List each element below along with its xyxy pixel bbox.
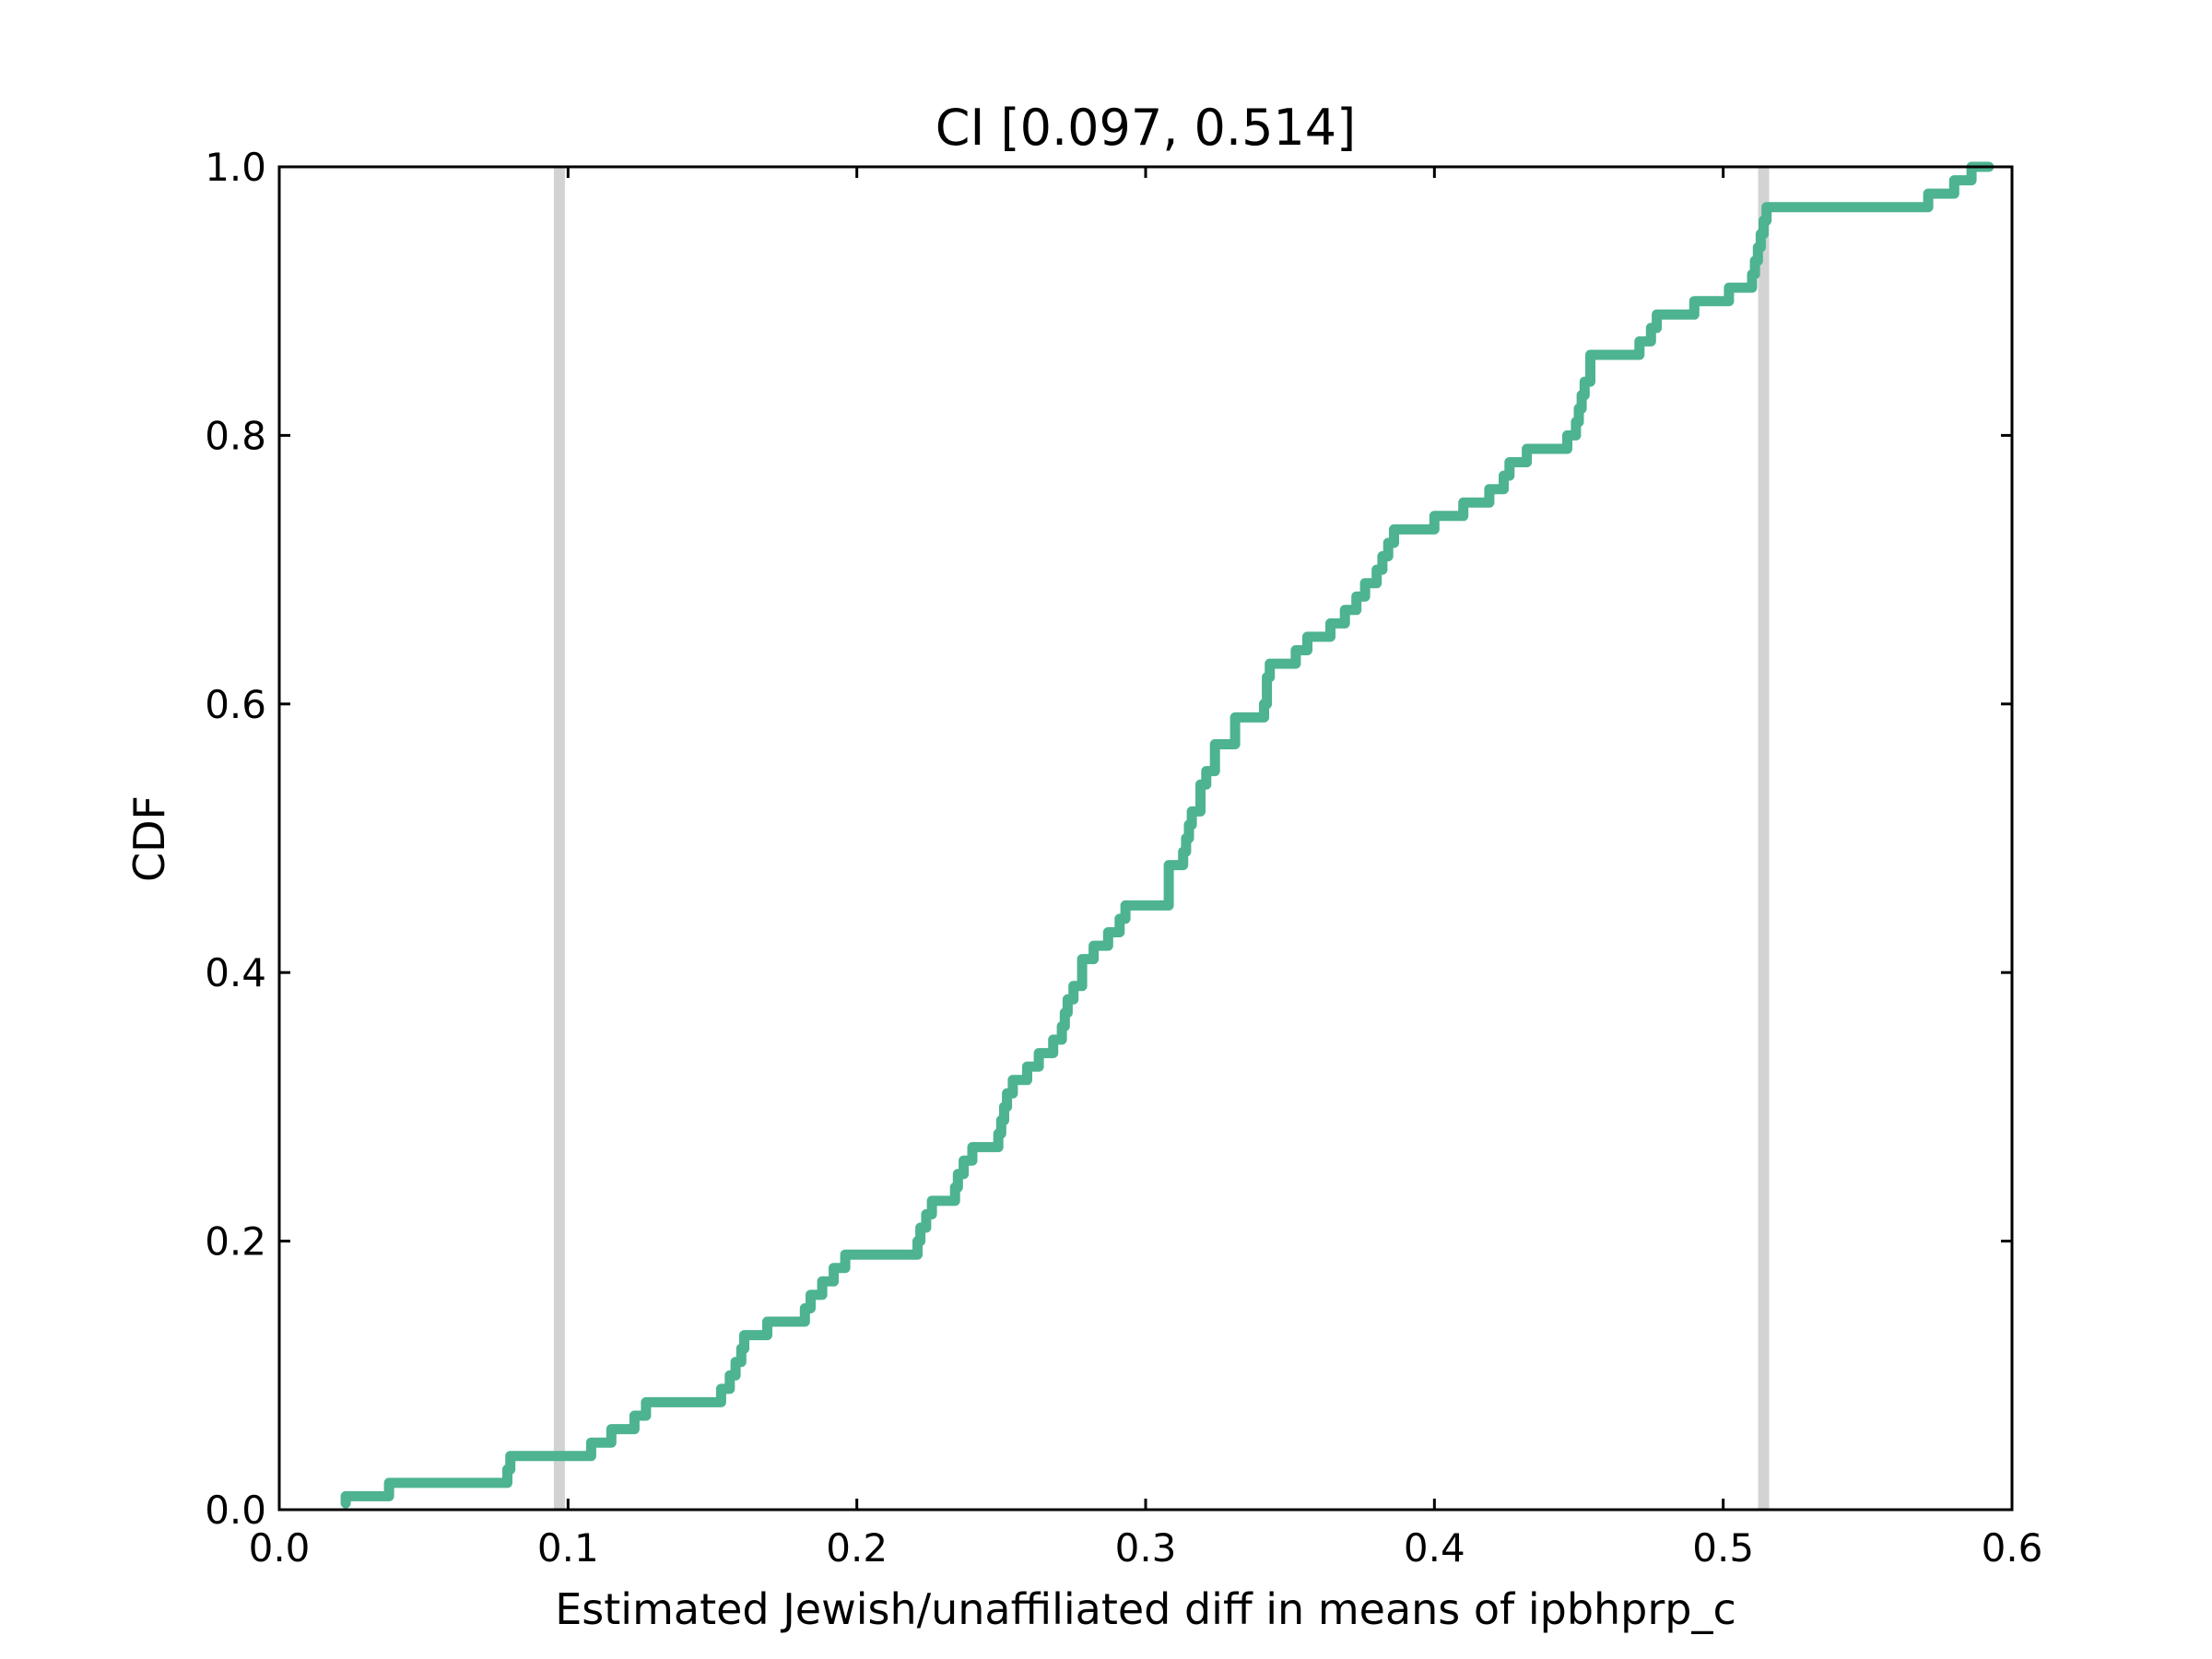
plot-area xyxy=(277,161,2014,1512)
x-tick-labels: 0.0 0.1 0.2 0.3 0.4 0.5 0.6 xyxy=(249,1525,2043,1571)
chart-title: CI [0.097, 0.514] xyxy=(935,99,1356,157)
y-tick-label: 0.8 xyxy=(205,413,266,458)
y-tick-label: 1.0 xyxy=(205,145,266,190)
x-tick-label: 0.2 xyxy=(826,1525,888,1571)
y-tick-label: 0.6 xyxy=(205,682,266,727)
x-tick-label: 0.3 xyxy=(1115,1525,1177,1571)
axis-ticks xyxy=(277,165,2014,1512)
x-tick-label: 0.1 xyxy=(537,1525,599,1571)
confidence-interval-lines xyxy=(553,167,1770,1510)
cdf-series-line xyxy=(340,161,1994,1509)
series-layer xyxy=(340,161,1994,1509)
y-tick-label: 0.4 xyxy=(205,950,266,995)
y-tick-label: 0.2 xyxy=(205,1219,266,1265)
y-tick-labels: 0.0 0.2 0.4 0.6 0.8 1.0 xyxy=(205,145,266,1533)
x-tick-label: 0.6 xyxy=(1982,1525,2043,1571)
x-tick-label: 0.4 xyxy=(1404,1525,1465,1571)
y-axis-label: CDF xyxy=(124,795,174,882)
y-tick-label: 0.0 xyxy=(205,1488,266,1533)
x-axis-label: Estimated Jewish/unaffiliated diff in me… xyxy=(555,1584,1736,1634)
x-tick-label: 0.0 xyxy=(249,1525,311,1571)
x-tick-label: 0.5 xyxy=(1692,1525,1754,1571)
plot-frame xyxy=(277,165,2014,1512)
